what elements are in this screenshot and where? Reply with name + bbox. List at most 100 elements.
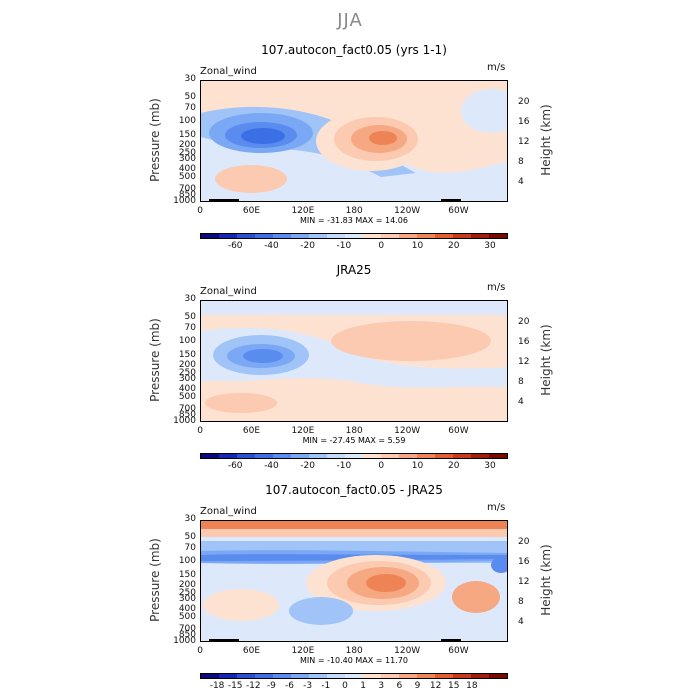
variable-name: Zonal_wind <box>200 286 257 297</box>
panel-title: 107.autocon_fact0.05 (yrs 1-1) <box>261 43 447 57</box>
colorbar-label: 6 <box>396 681 403 691</box>
variable-name: Zonal_wind <box>200 66 257 77</box>
contour-region-weak-easterly <box>461 89 507 133</box>
y-tick-label: 250 <box>178 587 196 598</box>
contour-region-positive-core <box>366 574 406 592</box>
y-tick-label: 150 <box>178 569 196 580</box>
x-tick-label: 0 <box>197 426 203 436</box>
y-tick-label: 100 <box>178 555 196 566</box>
colorbar-label: 20 <box>448 461 460 471</box>
y-tick-label: 300 <box>178 374 196 385</box>
colorbar-label: -3 <box>303 681 313 691</box>
colorbar-swatch <box>489 674 507 678</box>
colorbar-swatch <box>273 234 291 238</box>
min-max-label: MIN = -27.45 MAX = 5.59 <box>302 436 406 445</box>
colorbar-label: 20 <box>448 241 460 251</box>
y2-tick-label: 12 <box>518 576 530 587</box>
colorbar-label: -40 <box>264 241 279 251</box>
colorbar-swatch <box>327 674 345 678</box>
colorbar-swatch <box>417 454 435 458</box>
colorbar-label: 15 <box>448 681 460 691</box>
contour-svg <box>201 81 507 201</box>
colorbar-label: 12 <box>429 681 442 691</box>
colorbar <box>200 233 508 239</box>
topography <box>441 199 461 201</box>
colorbar-swatch <box>201 234 219 238</box>
y-tick-label: 1000 <box>173 416 196 426</box>
contour-plot <box>200 520 508 642</box>
colorbar-swatch <box>219 234 237 238</box>
y2-tick-label: 4 <box>518 616 524 627</box>
colorbar-swatch <box>471 454 489 458</box>
colorbar-swatch <box>381 454 399 458</box>
y-axis-label: Pressure (mb) <box>148 538 162 622</box>
y2-tick-label: 12 <box>518 356 530 367</box>
x-tick-label: 180 <box>345 206 363 216</box>
y-tick-label: 30 <box>184 74 196 84</box>
colorbar-label: -9 <box>266 681 276 691</box>
colorbar-label: 0 <box>378 241 385 251</box>
y-tick-label: 150 <box>178 129 196 140</box>
colorbar-swatch <box>489 454 507 458</box>
colorbar-swatch <box>255 454 273 458</box>
units-label: m/s <box>487 502 506 513</box>
colorbar-swatch <box>381 234 399 238</box>
y-tick-label: 500 <box>178 391 196 402</box>
colorbar-swatch <box>435 234 453 238</box>
colorbar-label: -10 <box>336 461 352 471</box>
x-tick-label: 120E <box>291 646 315 656</box>
y-tick-label: 200 <box>178 360 196 370</box>
colorbar-swatch <box>309 674 327 678</box>
x-tick-label: 180 <box>345 646 363 656</box>
colorbar-label: -15 <box>227 681 243 691</box>
y2-axis-label: Height (km) <box>539 544 553 616</box>
units-label: m/s <box>487 62 506 73</box>
contour-region-negative <box>491 557 507 573</box>
y-tick-label: 30 <box>184 514 196 524</box>
contour-region-westerly <box>215 165 287 193</box>
colorbar <box>200 673 508 679</box>
y-tick-label: 500 <box>178 611 196 622</box>
x-tick-label: 120W <box>394 206 421 216</box>
y-tick-label: 700 <box>178 183 196 194</box>
colorbar-swatch <box>327 234 345 238</box>
contour-svg <box>201 301 507 421</box>
y-tick-label: 700 <box>178 623 196 634</box>
units-label: m/s <box>487 282 506 293</box>
colorbar-label: -20 <box>300 241 315 251</box>
colorbar-label: 10 <box>411 241 424 251</box>
contour-region-positive <box>201 529 507 537</box>
x-tick-label: 120W <box>394 646 421 656</box>
colorbar-swatch <box>273 454 291 458</box>
colorbar-label: 18 <box>466 681 478 691</box>
contour-svg <box>201 521 507 641</box>
y-tick-label: 250 <box>178 367 196 378</box>
y-tick-label: 100 <box>178 115 196 126</box>
topography <box>209 639 239 641</box>
y2-axis-label: Height (km) <box>539 104 553 176</box>
x-tick-label: 120E <box>291 206 315 216</box>
contour-region-negative <box>289 597 353 625</box>
min-max-label: MIN = -10.40 MAX = 11.70 <box>300 656 408 665</box>
colorbar-label: -20 <box>300 461 315 471</box>
colorbar-swatch <box>219 674 237 678</box>
y-tick-label: 70 <box>184 103 196 114</box>
y-axis-label: Pressure (mb) <box>148 98 162 182</box>
colorbar-swatch <box>453 454 471 458</box>
y-axis-label: Pressure (mb) <box>148 318 162 402</box>
y-tick-label: 500 <box>178 171 196 182</box>
y-tick-label: 850 <box>178 190 196 201</box>
y2-tick-label: 20 <box>518 317 530 328</box>
y-tick-label: 100 <box>178 335 196 346</box>
colorbar-swatch <box>309 454 327 458</box>
figure-title: JJA <box>337 10 363 31</box>
contour-region-easterly-core <box>241 128 285 144</box>
colorbar-swatch <box>291 674 309 678</box>
y-tick-label: 50 <box>184 311 196 322</box>
colorbar-label: -40 <box>264 461 279 471</box>
contour-plot <box>200 300 508 422</box>
colorbar-swatch <box>435 454 453 458</box>
x-tick-label: 120W <box>394 426 421 436</box>
colorbar-label: 3 <box>378 681 385 691</box>
colorbar-swatch <box>201 674 219 678</box>
